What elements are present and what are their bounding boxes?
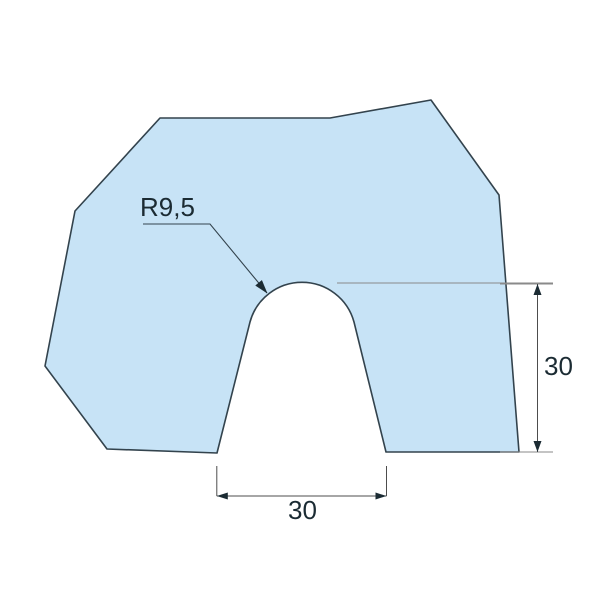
svg-text:30: 30 [288,495,317,525]
svg-text:R9,5: R9,5 [140,192,195,222]
svg-text:30: 30 [544,351,573,381]
